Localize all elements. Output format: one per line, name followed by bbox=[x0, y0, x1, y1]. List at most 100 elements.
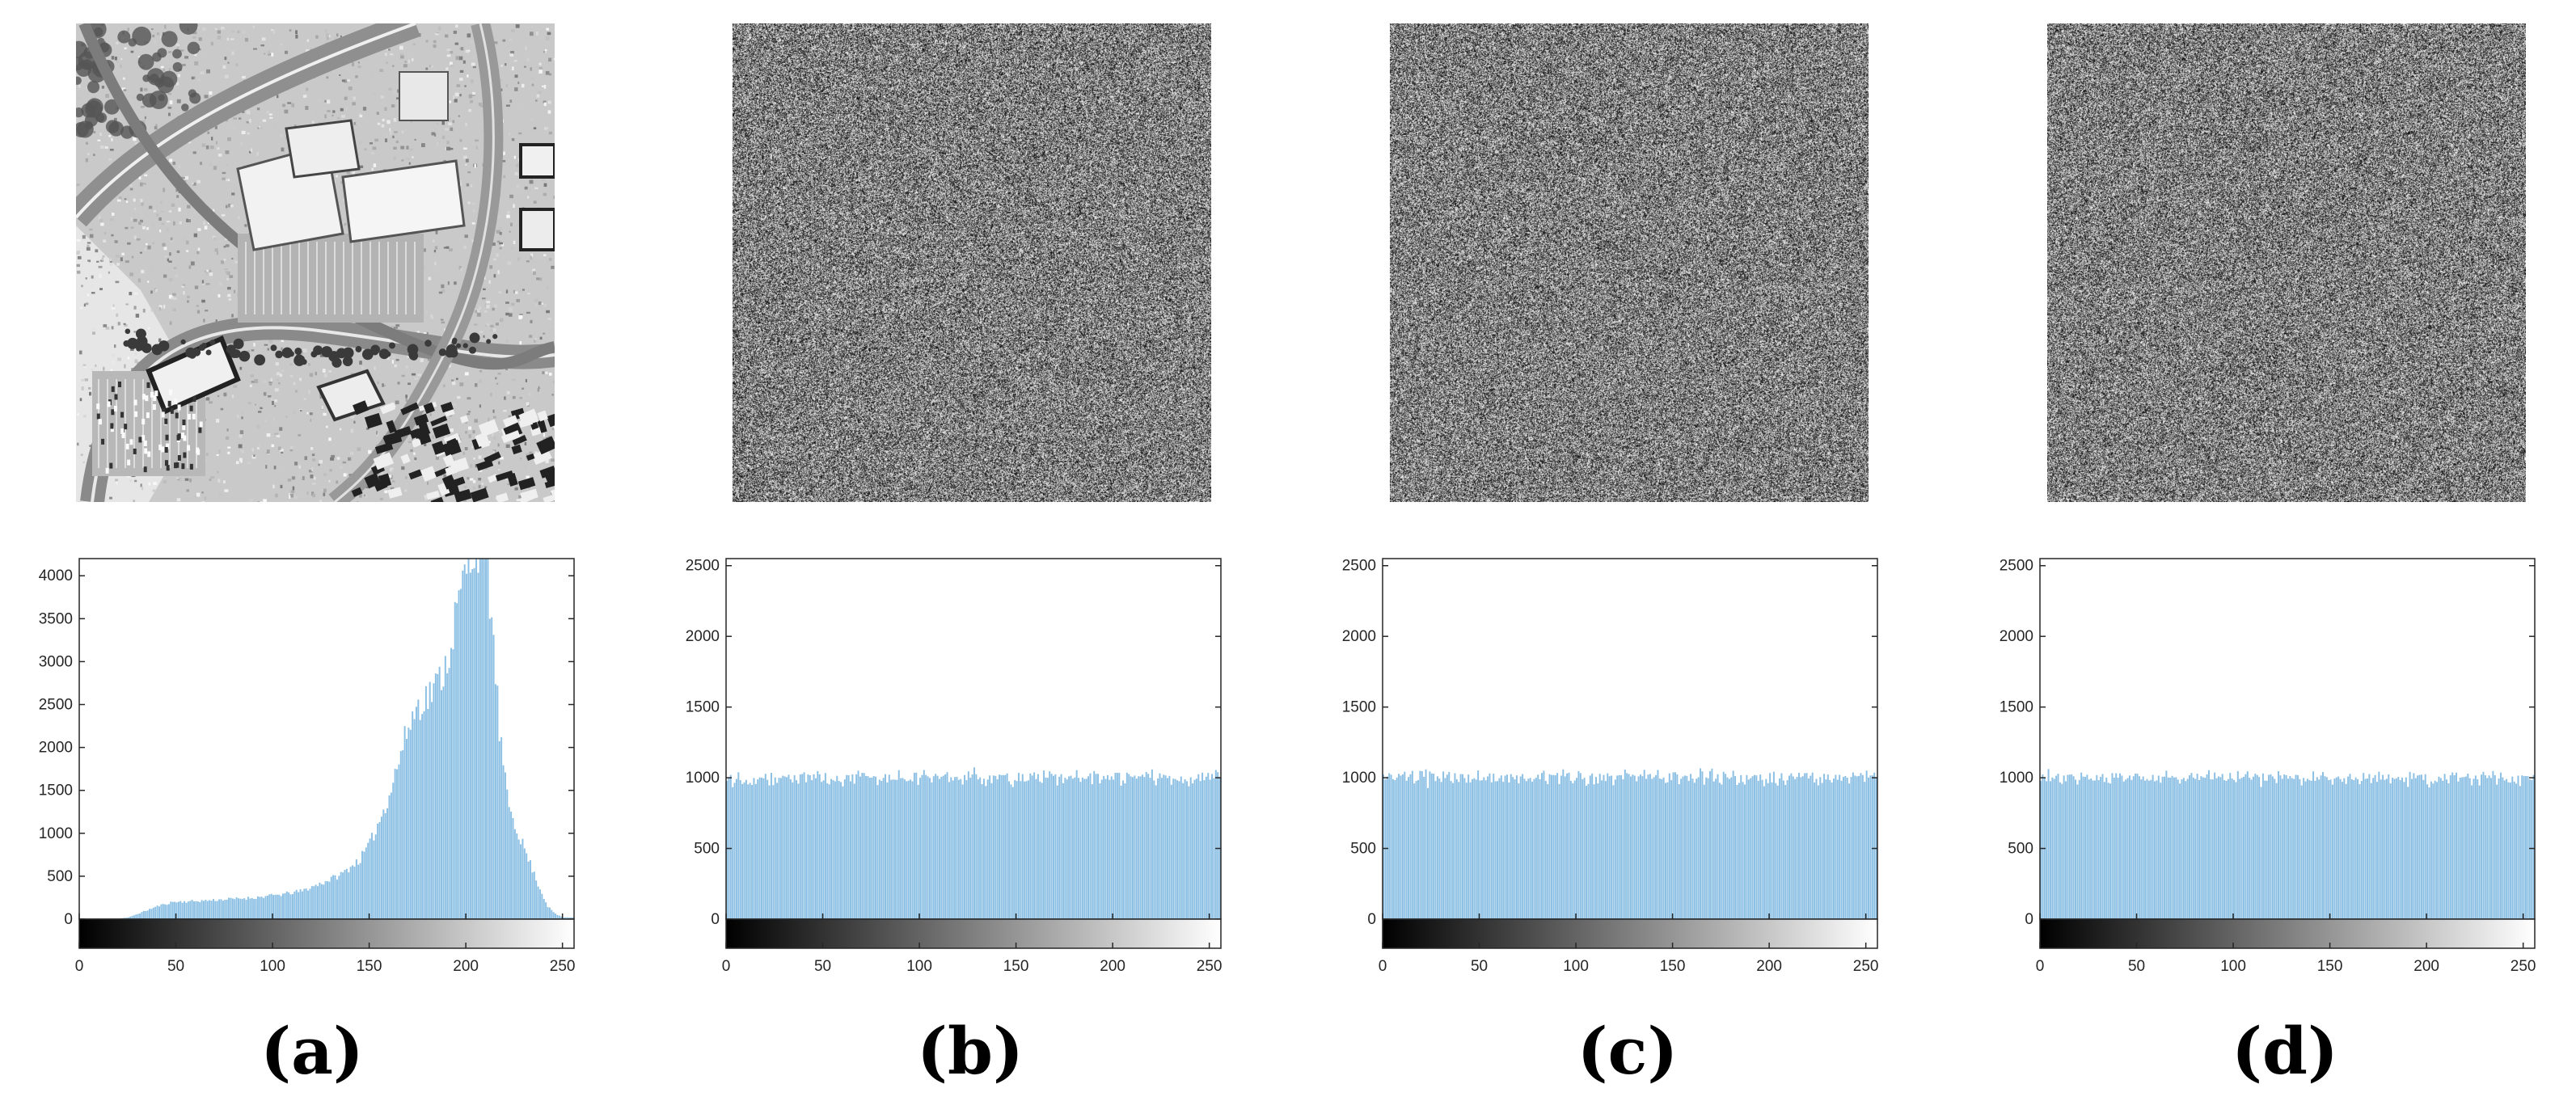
histogram-bar bbox=[2173, 777, 2175, 919]
histogram-bar bbox=[1693, 783, 1696, 919]
histogram-bar bbox=[2513, 781, 2515, 919]
histogram-bar bbox=[1666, 782, 1669, 919]
y-tick-label: 0 bbox=[64, 911, 73, 928]
histogram-bar bbox=[174, 901, 176, 919]
histogram-bar bbox=[1686, 775, 1688, 919]
histogram-bar bbox=[2418, 774, 2421, 919]
histogram-bar bbox=[377, 823, 379, 919]
histogram-bar bbox=[2210, 778, 2212, 919]
histogram-bar bbox=[1792, 776, 1794, 919]
histogram-bar bbox=[256, 896, 259, 919]
histogram-bar bbox=[327, 881, 328, 919]
histogram-bar bbox=[396, 769, 399, 919]
histogram-bar bbox=[2507, 782, 2510, 919]
histogram-bar bbox=[384, 812, 386, 919]
histogram-bar bbox=[398, 764, 400, 919]
histogram-bar bbox=[2385, 778, 2388, 919]
histogram-bar bbox=[1053, 775, 1054, 919]
histogram-bar bbox=[1000, 774, 1003, 919]
histogram-bar bbox=[293, 891, 296, 919]
histogram-bar bbox=[2494, 774, 2496, 919]
histogram-bar bbox=[799, 774, 801, 919]
histogram-bar bbox=[2254, 774, 2257, 919]
histogram-bar bbox=[2042, 774, 2044, 919]
histogram-bar bbox=[1176, 780, 1178, 919]
histogram-bar bbox=[960, 778, 962, 919]
histogram-bar bbox=[1113, 779, 1115, 919]
histogram-bar bbox=[2182, 778, 2185, 919]
histogram-chart-a: 0 500 1000 1500 2000 2500 3000 3500 4000 0 50 100 15… bbox=[0, 550, 647, 1002]
histogram-bar bbox=[1548, 774, 1551, 919]
histogram-bar bbox=[241, 899, 243, 919]
histogram-bar bbox=[871, 777, 873, 919]
histogram-bar bbox=[1400, 775, 1402, 919]
histogram-bar bbox=[1734, 776, 1737, 919]
histogram-bar bbox=[1726, 777, 1729, 919]
histogram-bar bbox=[2289, 776, 2291, 919]
histogram-bar bbox=[1454, 773, 1456, 919]
histogram-bar bbox=[1746, 774, 1748, 919]
histogram-bar bbox=[2097, 780, 2100, 919]
histogram-bar bbox=[2075, 779, 2076, 919]
histogram-bar bbox=[2442, 780, 2444, 919]
histogram-bar bbox=[1776, 785, 1779, 919]
histogram-bar bbox=[766, 779, 769, 919]
histogram-bar bbox=[2399, 779, 2401, 919]
histogram-bar bbox=[506, 789, 509, 919]
histogram-bar bbox=[1794, 778, 1797, 919]
histogram-bar bbox=[2528, 779, 2531, 919]
histogram-bar bbox=[2345, 783, 2347, 919]
histogram-bar bbox=[992, 775, 995, 919]
histogram-bar bbox=[301, 891, 303, 919]
histogram-bar bbox=[1715, 778, 1717, 919]
histogram-bar bbox=[741, 783, 744, 919]
histogram-bar bbox=[1411, 770, 1413, 919]
histogram-svg: 0 500 1000 1500 2000 2500 0 50 100 150 200 250 bbox=[1342, 558, 1879, 975]
histogram-bar bbox=[1207, 773, 1210, 919]
histogram-bar bbox=[1759, 774, 1762, 919]
histogram-bar bbox=[1780, 773, 1783, 919]
histogram-bar bbox=[551, 909, 553, 919]
histogram-bar bbox=[349, 867, 352, 919]
histogram-bar bbox=[2146, 778, 2148, 919]
histogram-bar bbox=[1873, 772, 1876, 919]
histogram-bar bbox=[365, 847, 367, 919]
histogram-bar bbox=[2347, 776, 2350, 919]
histogram-bar bbox=[2132, 776, 2135, 919]
histogram-bar bbox=[1840, 780, 1843, 919]
y-tick-label: 0 bbox=[2025, 911, 2033, 928]
histogram-bar bbox=[2517, 775, 2519, 919]
histogram-bar bbox=[2250, 779, 2253, 919]
histogram-bar bbox=[2354, 777, 2357, 919]
histogram-bar bbox=[792, 782, 794, 919]
histogram-bar bbox=[2511, 776, 2514, 919]
histogram-bar bbox=[1864, 782, 1866, 919]
histogram-bar bbox=[1755, 775, 1758, 919]
histogram-bar bbox=[2532, 774, 2535, 919]
histogram-bar bbox=[1413, 783, 1416, 919]
histogram-bar bbox=[406, 739, 408, 919]
histogram-bar bbox=[496, 686, 499, 919]
histogram-bar bbox=[2521, 775, 2523, 919]
histogram-bar bbox=[948, 782, 950, 919]
histogram-bar bbox=[357, 864, 360, 919]
histogram-bar bbox=[531, 872, 534, 919]
histogram-bar bbox=[1502, 782, 1505, 919]
histogram-bar bbox=[263, 897, 265, 919]
histogram-bar bbox=[1514, 779, 1516, 919]
histogram-bar bbox=[2057, 774, 2059, 919]
histogram-bar bbox=[774, 777, 776, 919]
histogram-bar bbox=[427, 709, 429, 919]
histogram-bar bbox=[323, 884, 325, 919]
histogram-bar bbox=[739, 780, 741, 919]
histogram-bar bbox=[1390, 774, 1392, 919]
histogram-bar bbox=[1757, 780, 1759, 919]
histogram-bar bbox=[830, 778, 833, 919]
histogram-bar bbox=[2229, 773, 2232, 919]
histogram-bar bbox=[1164, 775, 1167, 919]
histogram-bar bbox=[1010, 784, 1012, 919]
histogram-bar bbox=[135, 914, 137, 919]
histogram-bar bbox=[1213, 778, 1215, 919]
histogram-bar bbox=[857, 770, 859, 919]
histogram-bar bbox=[572, 917, 574, 919]
